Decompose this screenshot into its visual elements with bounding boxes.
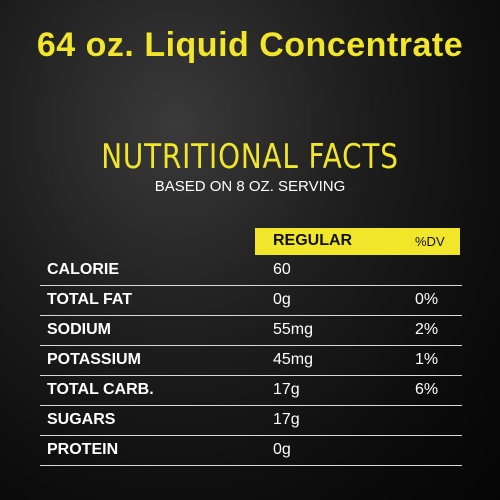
cell-value: 0g	[273, 291, 291, 308]
row-divider	[40, 405, 462, 406]
cell-value: 0g	[273, 441, 291, 458]
subtitle: NUTRITIONAL FACTS	[101, 137, 399, 177]
cell-value: 17g	[273, 381, 300, 398]
cell-value: 60	[273, 261, 291, 278]
cell-value: 6%	[415, 381, 439, 398]
cell-value: 45mg	[273, 351, 314, 368]
row-label: CALORIE	[47, 261, 119, 278]
title: 64 oz. Liquid Concentrate	[36, 26, 464, 64]
cell-value: 55mg	[273, 321, 314, 338]
cell-value: 0%	[415, 291, 439, 308]
row-divider	[40, 465, 462, 466]
row-divider	[40, 435, 462, 436]
row-divider	[40, 285, 462, 286]
column-header: REGULAR	[273, 232, 353, 249]
serving-note: BASED ON 8 OZ. SERVING	[154, 178, 346, 195]
cell-value: 17g	[273, 411, 300, 428]
column-header: %DV	[415, 234, 445, 249]
row-label: POTASSIUM	[47, 351, 141, 368]
row-label: TOTAL CARB.	[47, 381, 154, 398]
row-label: SUGARS	[47, 411, 116, 428]
cell-value: 2%	[415, 321, 439, 338]
row-label: TOTAL FAT	[47, 291, 133, 308]
row-label: SODIUM	[47, 321, 111, 338]
row-divider	[40, 345, 462, 346]
header-bar	[255, 228, 460, 255]
cell-value: 1%	[415, 351, 439, 368]
row-divider	[40, 315, 462, 316]
row-label: PROTEIN	[47, 441, 119, 458]
row-divider	[40, 375, 462, 376]
